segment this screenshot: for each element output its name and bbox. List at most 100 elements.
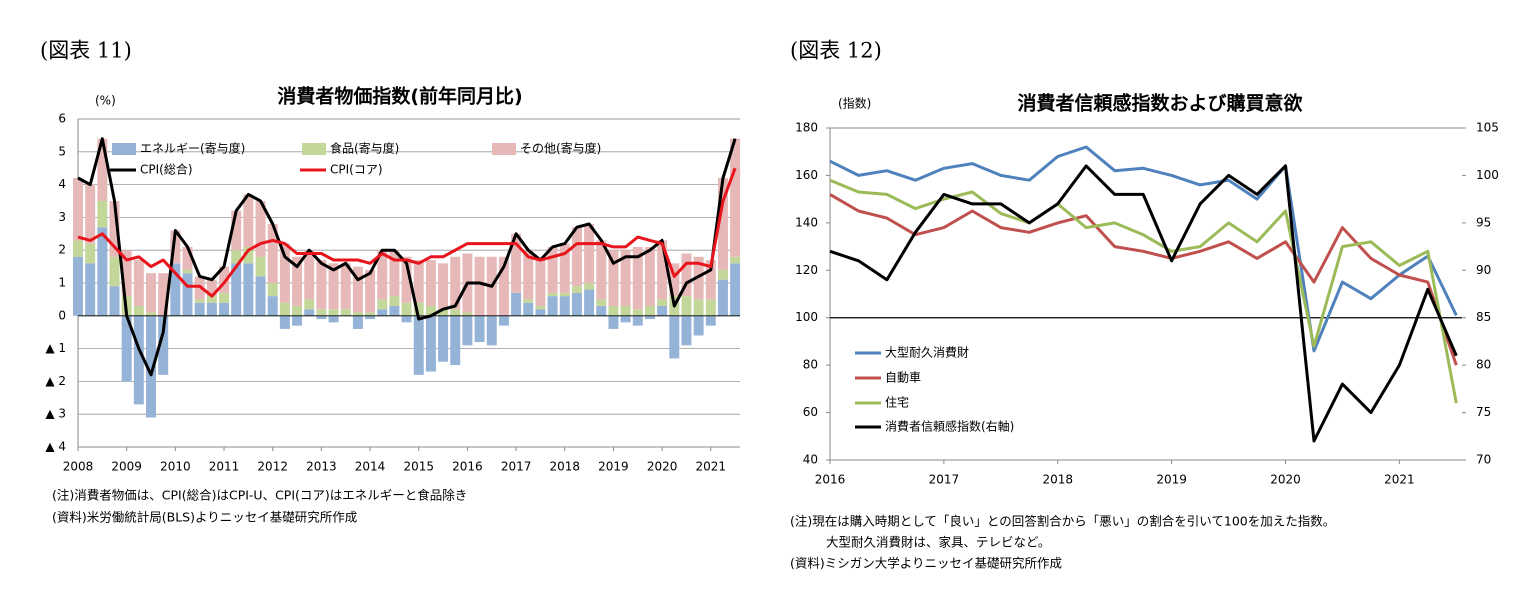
bar-segment <box>657 299 668 306</box>
bar-segment <box>547 292 558 297</box>
bar-segment <box>352 315 363 329</box>
note: 大型耐久消費財は、家具、テレビなど。 <box>826 535 1050 550</box>
bar-segment <box>401 256 412 303</box>
bar-segment <box>511 292 522 316</box>
x-tick-label: 2019 <box>1156 473 1187 487</box>
y-unit: (指数) <box>838 96 871 111</box>
y2-tick-label: 100 <box>1476 168 1499 182</box>
bar-segment <box>352 266 363 313</box>
bar-segment <box>170 263 181 316</box>
y-tick-label: 140 <box>795 215 818 229</box>
bar-segment <box>304 309 315 316</box>
bar-segment <box>425 260 436 306</box>
bar-segment <box>158 315 169 375</box>
y2-tick-label: 105 <box>1476 121 1499 135</box>
bar-segment <box>559 243 570 293</box>
bar-segment <box>681 315 692 346</box>
bar-segment <box>523 250 534 300</box>
line <box>77 167 737 298</box>
bar-segment <box>620 305 631 316</box>
bar-segment <box>182 246 193 270</box>
bar-segment <box>486 315 497 346</box>
x-tick-label: 2010 <box>160 460 191 474</box>
bar-segment <box>681 253 692 297</box>
bar-segment <box>206 279 217 297</box>
bar-segment <box>109 201 120 257</box>
panel-label: (図表 12) <box>790 39 882 63</box>
bar-segment <box>231 210 242 251</box>
bar-segment <box>292 256 303 306</box>
bar-segment <box>194 299 205 303</box>
bar-segment <box>365 312 376 316</box>
y-tick-label: 4 <box>58 177 66 191</box>
bar-segment <box>523 299 534 303</box>
bar-segment <box>121 250 132 297</box>
bar-segment <box>632 246 643 310</box>
bar-segment <box>243 246 254 264</box>
bar-segment <box>644 305 655 316</box>
y-unit: (%) <box>95 94 116 108</box>
bar-segment <box>620 315 631 323</box>
bar-segment <box>85 263 96 316</box>
y-tick-label: 2 <box>58 243 66 257</box>
bar-segment <box>121 315 132 382</box>
bar-segment <box>279 302 290 316</box>
x-tick-label: 2020 <box>647 460 678 474</box>
x-tick-label: 2015 <box>403 460 434 474</box>
bar-segment <box>474 256 485 316</box>
bar-segment <box>657 240 668 300</box>
bar-segment <box>693 299 704 316</box>
y-tick-label: ▲ 4 <box>45 440 66 454</box>
y2-tick-label: 80 <box>1476 358 1491 372</box>
bar-segment <box>717 279 728 316</box>
bar-segment <box>389 250 400 297</box>
bar-segment <box>584 283 595 290</box>
bar-segment <box>73 240 83 257</box>
bar-segment <box>219 302 230 316</box>
y-tick-label: 3 <box>58 210 66 224</box>
bar-segment <box>705 299 716 316</box>
legend-swatch <box>302 143 326 155</box>
legend-label: CPI(総合) <box>140 162 193 177</box>
bar-segment <box>438 263 449 310</box>
x-tick-label: 2017 <box>929 473 960 487</box>
bar-segment <box>425 305 436 316</box>
bar-segment <box>206 296 217 303</box>
y-tick-label: 180 <box>795 121 818 135</box>
bar-segment <box>584 223 595 283</box>
legend-label: CPI(コア) <box>330 163 383 177</box>
note: (注)消費者物価は、CPI(総合)はCPI-U、CPI(コア)はエネルギーと食品… <box>52 488 467 503</box>
y2-tick-label: 70 <box>1476 453 1491 467</box>
y-tick-label: 0 <box>58 308 66 322</box>
bar-segment <box>231 250 242 264</box>
bar-segment <box>206 302 217 316</box>
bar-segment <box>182 269 193 274</box>
bar-segment <box>535 305 546 310</box>
note: (資料)米労働統計局(BLS)よりニッセイ基礎研究所作成 <box>52 510 357 525</box>
bar-segment <box>109 256 120 287</box>
bar-segment <box>705 260 716 300</box>
bar-segment <box>109 286 120 316</box>
bar-segment <box>401 302 412 316</box>
note: (資料)ミシガン大学よりニッセイ基礎研究所作成 <box>790 556 1062 571</box>
bar-segment <box>194 302 205 316</box>
bar-segment <box>523 302 534 316</box>
panel-label: (図表 11) <box>40 39 132 63</box>
bar-segment <box>608 305 619 316</box>
bar-segment <box>292 315 303 326</box>
bar-segment <box>498 256 509 316</box>
bar-segment <box>657 305 668 316</box>
bar-segment <box>73 178 83 241</box>
bar-segment <box>182 273 193 316</box>
y-tick-label: 160 <box>795 168 818 182</box>
bar-segment <box>316 309 327 316</box>
line <box>829 193 1458 366</box>
bar-segment <box>535 260 546 306</box>
bar-segment <box>705 315 716 326</box>
bar-segment <box>401 315 412 323</box>
bar-segment <box>255 201 266 257</box>
bar-segment <box>328 263 339 310</box>
bar-segment <box>365 315 376 320</box>
bar-segment <box>511 233 522 293</box>
bar-segment <box>413 315 424 375</box>
